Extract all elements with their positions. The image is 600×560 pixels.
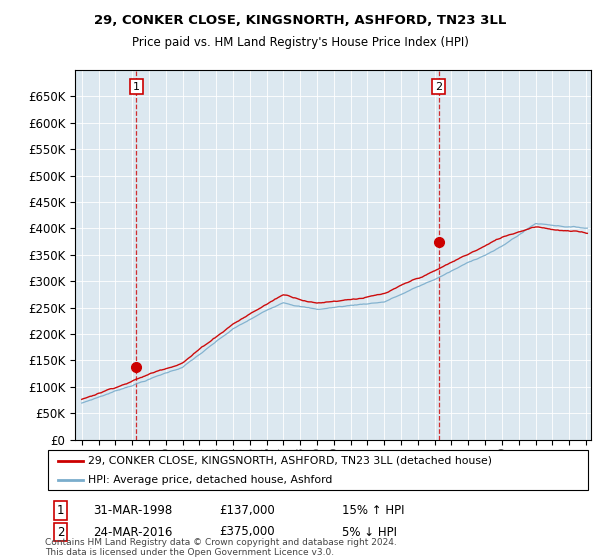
Text: 29, CONKER CLOSE, KINGSNORTH, ASHFORD, TN23 3LL: 29, CONKER CLOSE, KINGSNORTH, ASHFORD, T… [94, 14, 506, 27]
Text: £137,000: £137,000 [219, 504, 275, 517]
FancyBboxPatch shape [48, 450, 588, 490]
Text: 2: 2 [435, 82, 442, 92]
Text: 15% ↑ HPI: 15% ↑ HPI [342, 504, 404, 517]
Text: 31-MAR-1998: 31-MAR-1998 [93, 504, 172, 517]
Text: HPI: Average price, detached house, Ashford: HPI: Average price, detached house, Ashf… [89, 475, 333, 485]
Text: Price paid vs. HM Land Registry's House Price Index (HPI): Price paid vs. HM Land Registry's House … [131, 36, 469, 49]
Text: £375,000: £375,000 [219, 525, 275, 539]
Text: Contains HM Land Registry data © Crown copyright and database right 2024.
This d: Contains HM Land Registry data © Crown c… [45, 538, 397, 557]
Text: 29, CONKER CLOSE, KINGSNORTH, ASHFORD, TN23 3LL (detached house): 29, CONKER CLOSE, KINGSNORTH, ASHFORD, T… [89, 456, 493, 465]
Text: 5% ↓ HPI: 5% ↓ HPI [342, 525, 397, 539]
Text: 24-MAR-2016: 24-MAR-2016 [93, 525, 172, 539]
Text: 1: 1 [57, 504, 65, 517]
Text: 1: 1 [133, 82, 140, 92]
Text: 2: 2 [57, 525, 65, 539]
